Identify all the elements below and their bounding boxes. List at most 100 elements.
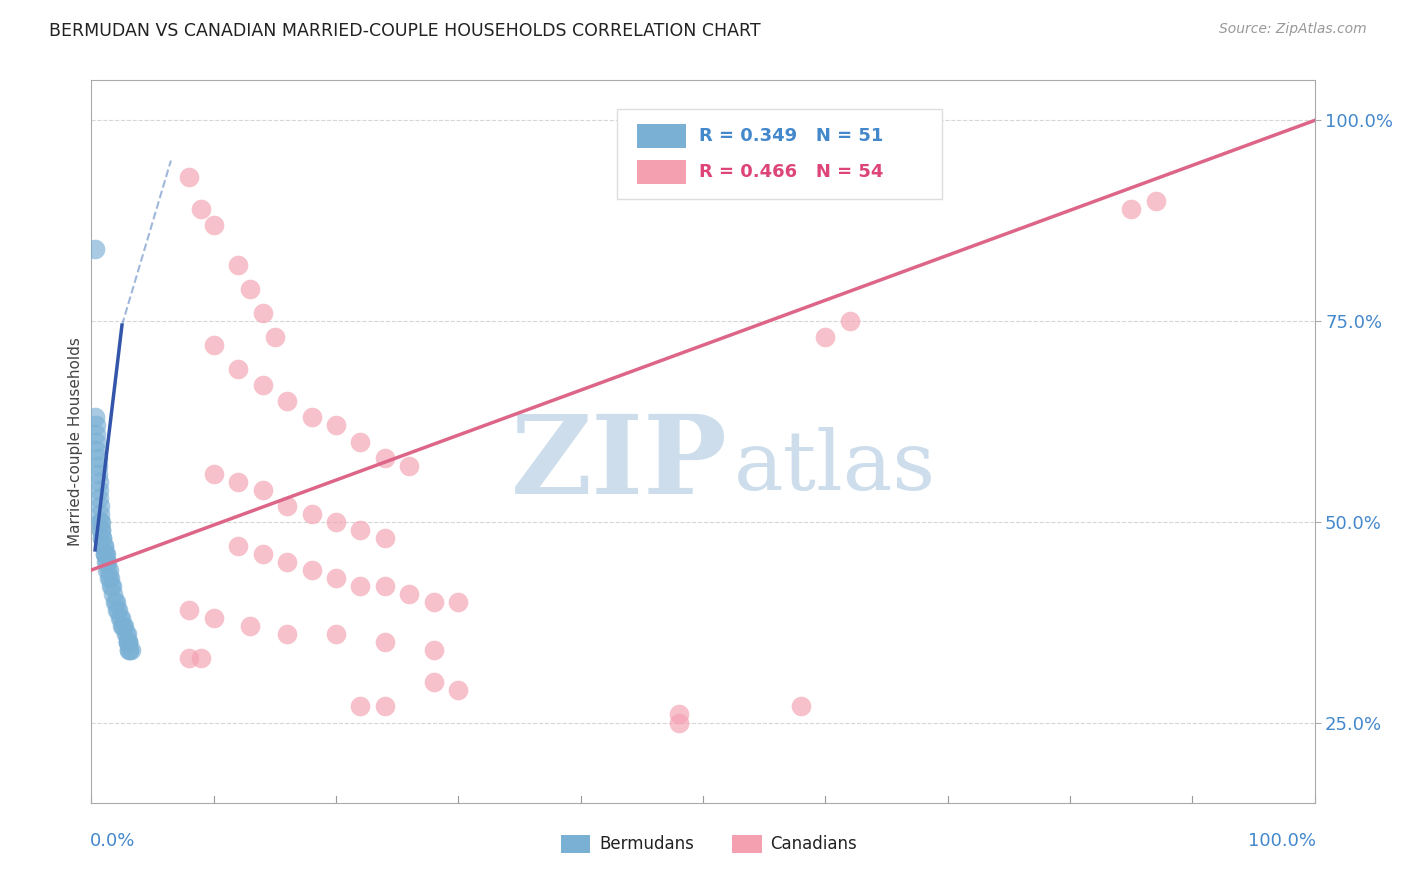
- Point: [374, 699, 396, 714]
- Point: [105, 603, 128, 617]
- Point: [84, 426, 107, 441]
- Point: [264, 330, 287, 344]
- FancyBboxPatch shape: [733, 835, 762, 853]
- FancyBboxPatch shape: [637, 160, 686, 185]
- Point: [117, 635, 139, 649]
- Point: [120, 643, 142, 657]
- Point: [226, 539, 249, 553]
- Point: [104, 595, 127, 609]
- Point: [276, 627, 298, 641]
- Point: [91, 531, 114, 545]
- Point: [226, 362, 249, 376]
- Point: [112, 619, 135, 633]
- Point: [190, 651, 212, 665]
- Point: [668, 715, 690, 730]
- Point: [96, 563, 118, 577]
- Point: [838, 314, 860, 328]
- Point: [101, 579, 124, 593]
- Text: R = 0.349   N = 51: R = 0.349 N = 51: [699, 127, 884, 145]
- Point: [98, 571, 121, 585]
- Point: [110, 611, 132, 625]
- Text: Bermudans: Bermudans: [599, 835, 695, 853]
- Point: [91, 531, 114, 545]
- Point: [202, 611, 225, 625]
- Point: [423, 643, 446, 657]
- Point: [94, 547, 117, 561]
- Point: [84, 410, 107, 425]
- Point: [252, 378, 274, 392]
- Point: [111, 619, 134, 633]
- Point: [252, 483, 274, 497]
- Point: [447, 595, 470, 609]
- Text: 100.0%: 100.0%: [1249, 831, 1316, 850]
- Point: [118, 643, 141, 657]
- Point: [84, 418, 107, 433]
- Text: Canadians: Canadians: [770, 835, 858, 853]
- Point: [86, 467, 108, 481]
- Point: [349, 523, 371, 537]
- Point: [325, 571, 347, 585]
- Point: [239, 619, 262, 633]
- Point: [252, 547, 274, 561]
- Point: [423, 675, 446, 690]
- Point: [114, 627, 136, 641]
- Point: [87, 475, 110, 489]
- Point: [374, 579, 396, 593]
- Point: [87, 491, 110, 505]
- Point: [374, 450, 396, 465]
- Point: [86, 450, 108, 465]
- Point: [276, 555, 298, 569]
- Point: [1121, 202, 1143, 216]
- Y-axis label: Married-couple Households: Married-couple Households: [67, 337, 83, 546]
- Point: [89, 507, 111, 521]
- Point: [90, 523, 112, 537]
- Point: [325, 515, 347, 529]
- FancyBboxPatch shape: [637, 124, 686, 148]
- Point: [104, 595, 127, 609]
- Point: [118, 643, 141, 657]
- Point: [349, 699, 371, 714]
- Point: [325, 627, 347, 641]
- Point: [112, 619, 135, 633]
- Text: BERMUDAN VS CANADIAN MARRIED-COUPLE HOUSEHOLDS CORRELATION CHART: BERMUDAN VS CANADIAN MARRIED-COUPLE HOUS…: [49, 22, 761, 40]
- Point: [87, 483, 110, 497]
- Point: [301, 563, 323, 577]
- Point: [226, 258, 249, 272]
- Point: [276, 499, 298, 513]
- Point: [84, 434, 107, 449]
- Point: [89, 499, 111, 513]
- Point: [190, 202, 212, 216]
- Point: [115, 627, 138, 641]
- Text: Source: ZipAtlas.com: Source: ZipAtlas.com: [1219, 22, 1367, 37]
- Point: [97, 563, 120, 577]
- Point: [107, 603, 129, 617]
- Point: [301, 507, 323, 521]
- Point: [239, 282, 262, 296]
- Text: 0.0%: 0.0%: [90, 831, 135, 850]
- Point: [94, 547, 117, 561]
- Point: [108, 611, 131, 625]
- Point: [86, 458, 108, 473]
- Point: [103, 587, 125, 601]
- Point: [94, 555, 117, 569]
- Point: [226, 475, 249, 489]
- Point: [1144, 194, 1167, 208]
- Point: [93, 539, 115, 553]
- Point: [179, 169, 201, 184]
- Text: R = 0.466   N = 54: R = 0.466 N = 54: [699, 163, 884, 181]
- Point: [117, 635, 139, 649]
- Point: [202, 338, 225, 352]
- Point: [84, 442, 107, 457]
- Point: [202, 467, 225, 481]
- Point: [325, 418, 347, 433]
- Point: [84, 242, 107, 256]
- Point: [423, 595, 446, 609]
- FancyBboxPatch shape: [561, 835, 591, 853]
- Point: [202, 218, 225, 232]
- FancyBboxPatch shape: [617, 109, 942, 200]
- Point: [447, 683, 470, 698]
- Point: [100, 579, 122, 593]
- Point: [790, 699, 813, 714]
- Point: [398, 587, 420, 601]
- Point: [97, 571, 120, 585]
